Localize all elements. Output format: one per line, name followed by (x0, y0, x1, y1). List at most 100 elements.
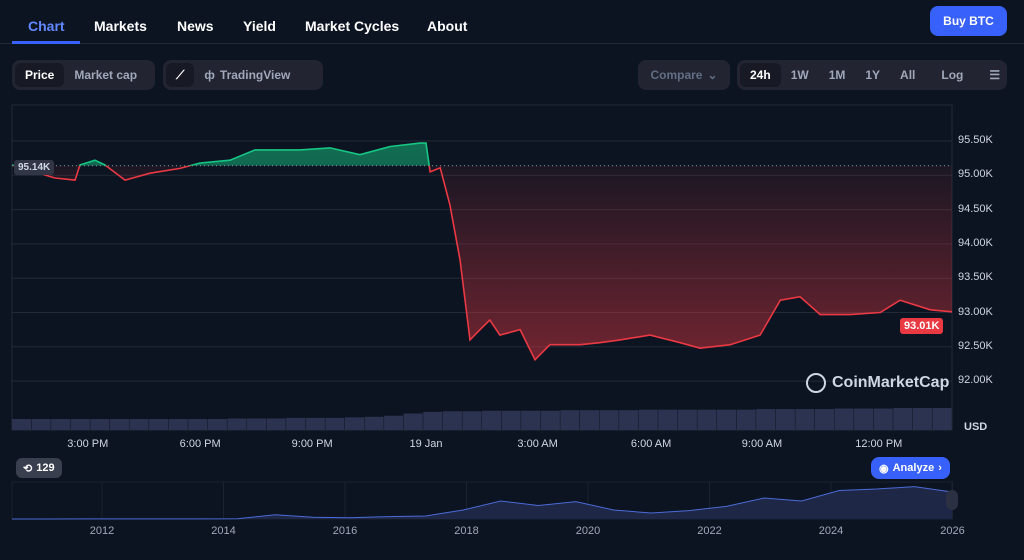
compare-label: Compare (650, 68, 703, 82)
overview-year-label: 2022 (697, 525, 722, 537)
y-tick-label: 95.50K (958, 134, 993, 146)
line-chart-button[interactable]: ⟋ (166, 63, 195, 87)
price-type-toggle: Price Market cap (12, 60, 155, 90)
overview-line (11, 486, 953, 520)
y-tick-label: 93.00K (958, 305, 993, 318)
overview-year-label: 2014 (211, 525, 236, 537)
volume-bar (442, 411, 462, 430)
compare-dropdown[interactable]: Compare ⌄ (638, 60, 730, 90)
volume-bar (717, 409, 737, 430)
volume-bar (423, 411, 443, 430)
volume-bar (364, 416, 384, 430)
volume-bar (109, 419, 129, 430)
active-tab-indicator (12, 41, 80, 44)
tab-about[interactable]: About (427, 18, 468, 34)
analyze-label: Analyze (892, 462, 935, 474)
history-icon: ⟲ (23, 462, 33, 475)
x-tick-label: 3:00 PM (67, 438, 109, 450)
analyze-button[interactable]: ◉ Analyze › (871, 457, 950, 479)
overview-year-label: 2016 (332, 525, 358, 537)
x-tick-label: 9:00 AM (741, 438, 783, 450)
candlestick-icon: ф (204, 68, 215, 82)
tab-market-cycles[interactable]: Market Cycles (305, 18, 400, 34)
volume-bar (756, 409, 776, 430)
volume-bar (540, 410, 560, 430)
volume-bar (814, 409, 834, 430)
y-tick-label: 93.50K (958, 271, 993, 284)
volume-bar (521, 410, 541, 430)
chevron-down-icon: ⌄ (707, 68, 718, 82)
currency-label: USD (964, 421, 988, 433)
tab-markets[interactable]: Markets (94, 18, 147, 34)
volume-bar (227, 418, 247, 430)
settings-sliders-icon[interactable]: ☰ (989, 68, 1001, 82)
chart-type-toggle: ⟋ ф TradingView (163, 60, 323, 90)
volume-bar (12, 419, 32, 430)
overview-area (12, 486, 952, 519)
volume-bar (462, 411, 482, 430)
overview-year-label: 2026 (940, 525, 965, 537)
overview-range-handle[interactable] (946, 490, 958, 510)
volume-bar (266, 418, 286, 430)
volume-bar (70, 419, 90, 430)
volume-bar (207, 419, 227, 430)
y-tick-label: 94.50K (958, 202, 993, 215)
overview-year-label: 2020 (575, 525, 601, 537)
tradingview-button[interactable]: ф TradingView (194, 63, 300, 87)
volume-bar (697, 409, 717, 430)
volume-bar (834, 408, 854, 430)
tab-news[interactable]: News (177, 18, 214, 34)
overview-year-label: 2012 (89, 525, 115, 537)
market-cap-button[interactable]: Market cap (74, 68, 138, 82)
range-1w[interactable]: 1W (790, 68, 809, 82)
volume-bar (932, 408, 952, 430)
volume-bar (854, 408, 874, 430)
volume-bar (893, 408, 913, 430)
volume-bar (619, 410, 639, 430)
volume-bar (658, 409, 678, 430)
watermark-text: CoinMarketCap (832, 374, 950, 391)
tradingview-label: TradingView (219, 68, 291, 82)
price-button[interactable]: Price (15, 63, 65, 87)
x-tick-label: 12:00 PM (855, 438, 903, 450)
volume-bar (501, 410, 521, 430)
volume-bar (325, 417, 345, 430)
range-1m[interactable]: 1M (828, 68, 846, 82)
volume-bar (90, 419, 110, 430)
baseline-price-label: 95.14K (14, 160, 55, 175)
volume-bar (775, 409, 795, 430)
x-tick-label: 6:00 AM (630, 438, 672, 450)
volume-bar (149, 419, 169, 430)
x-tick-label: 9:00 PM (291, 438, 333, 450)
volume-bar (384, 415, 404, 430)
volume-bar (873, 408, 893, 430)
volume-bar (344, 417, 364, 430)
y-tick-label: 95.00K (958, 168, 993, 181)
volume-bar (599, 410, 619, 430)
y-tick-label: 92.00K (958, 374, 993, 387)
coinmarketcap-watermark: CoinMarketCap (806, 373, 949, 393)
x-tick-label: 6:00 PM (179, 438, 221, 450)
volume-bar (579, 410, 599, 430)
events-badge[interactable]: ⟲ 129 (16, 458, 62, 478)
volume-bar (305, 417, 325, 430)
volume-bar (403, 413, 423, 430)
range-all[interactable]: All (900, 68, 916, 82)
chevron-right-icon: › (938, 462, 942, 474)
range-1y[interactable]: 1Y (865, 68, 881, 82)
overview-year-label: 2018 (454, 525, 479, 537)
tab-chart[interactable]: Chart (28, 18, 65, 34)
ai-analyze-icon: ◉ (879, 462, 889, 475)
volume-bar (638, 409, 658, 430)
volume-bar (188, 419, 208, 430)
cmc-logo-icon (806, 373, 826, 393)
buy-btc-button[interactable]: Buy BTC (930, 6, 1007, 36)
x-tick-label: 3:00 AM (517, 438, 558, 450)
log-button[interactable]: Log (941, 68, 964, 82)
top-nav: Chart Markets News Yield Market Cycles A… (0, 0, 1024, 44)
range-selector: 24h 1W 1M 1Y All Log ☰ (737, 60, 1007, 90)
range-24h[interactable]: 24h (740, 63, 781, 87)
tab-yield[interactable]: Yield (243, 18, 276, 34)
volume-bar (51, 419, 71, 430)
